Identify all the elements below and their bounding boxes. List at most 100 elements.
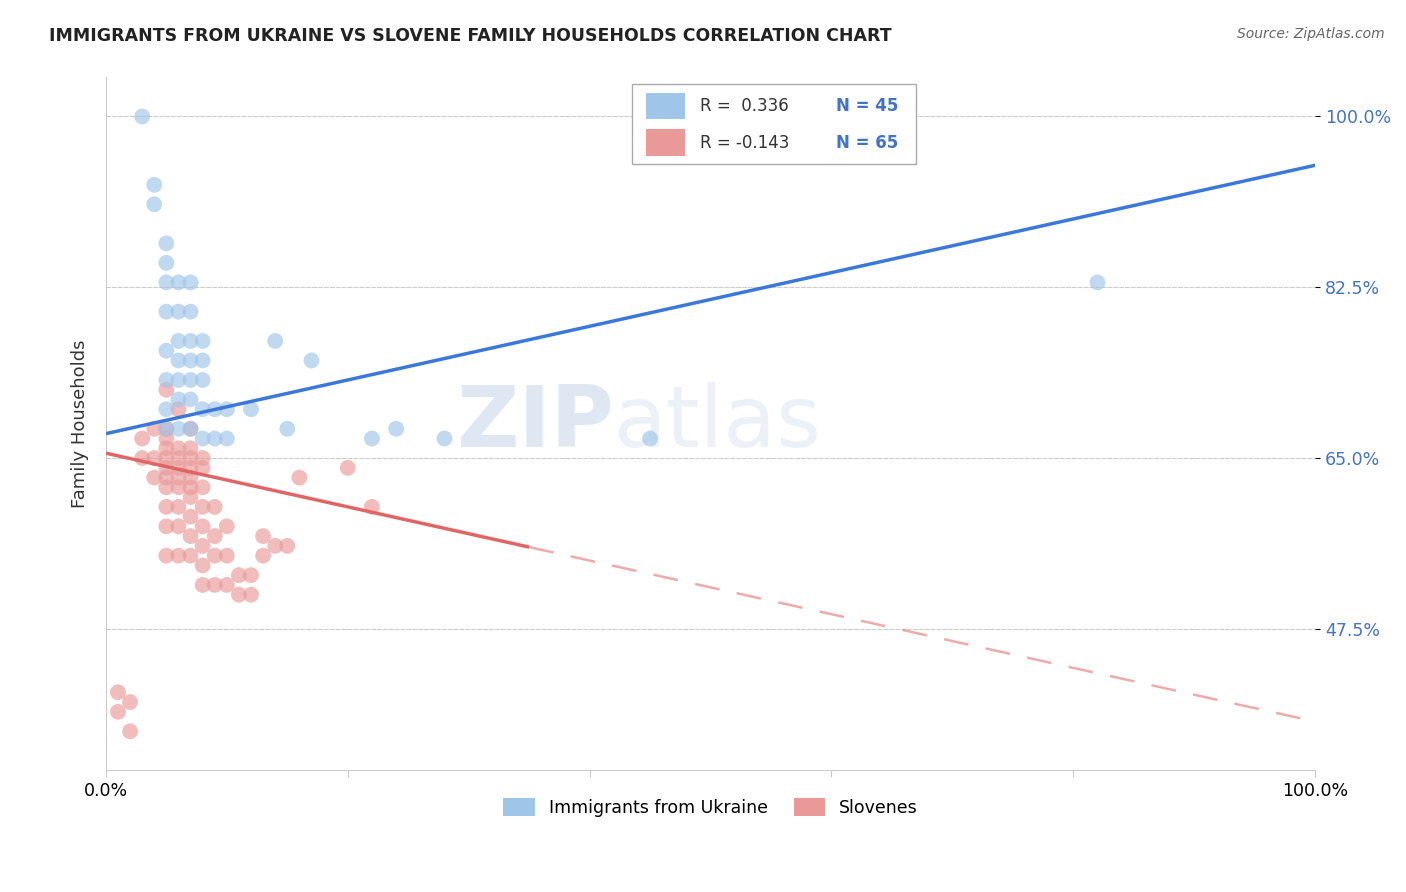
- Point: [131, 451, 153, 466]
- Point: [120, 695, 142, 709]
- Point: [180, 442, 202, 456]
- Point: [228, 588, 250, 602]
- Point: [143, 422, 166, 436]
- Point: [180, 276, 202, 290]
- Text: Source: ZipAtlas.com: Source: ZipAtlas.com: [1237, 27, 1385, 41]
- Point: [131, 110, 153, 124]
- Point: [191, 500, 214, 514]
- Point: [180, 373, 202, 387]
- Point: [191, 373, 214, 387]
- Point: [264, 334, 287, 348]
- Point: [155, 432, 177, 446]
- Point: [180, 460, 202, 475]
- Point: [155, 519, 177, 533]
- Point: [191, 519, 214, 533]
- Point: [180, 549, 202, 563]
- Point: [155, 460, 177, 475]
- Point: [204, 529, 226, 543]
- Text: IMMIGRANTS FROM UKRAINE VS SLOVENE FAMILY HOUSEHOLDS CORRELATION CHART: IMMIGRANTS FROM UKRAINE VS SLOVENE FAMIL…: [49, 27, 891, 45]
- Point: [155, 480, 177, 494]
- Point: [252, 529, 274, 543]
- Point: [180, 509, 202, 524]
- Point: [191, 353, 214, 368]
- Point: [180, 422, 202, 436]
- Point: [301, 353, 323, 368]
- Point: [155, 500, 177, 514]
- Point: [204, 432, 226, 446]
- Point: [191, 334, 214, 348]
- Point: [191, 432, 214, 446]
- Point: [180, 304, 202, 318]
- Point: [276, 539, 298, 553]
- Point: [180, 480, 202, 494]
- Point: [180, 529, 202, 543]
- Point: [167, 373, 190, 387]
- Point: [361, 432, 384, 446]
- Point: [107, 705, 129, 719]
- Point: [240, 402, 263, 417]
- Point: [361, 500, 384, 514]
- Point: [167, 549, 190, 563]
- Point: [240, 568, 263, 582]
- Point: [167, 451, 190, 466]
- Point: [240, 588, 263, 602]
- Point: [180, 451, 202, 466]
- Point: [167, 480, 190, 494]
- Point: [167, 460, 190, 475]
- Point: [180, 490, 202, 504]
- Point: [288, 470, 311, 484]
- Point: [638, 432, 661, 446]
- Point: [143, 470, 166, 484]
- Point: [204, 549, 226, 563]
- Point: [155, 256, 177, 270]
- Point: [433, 432, 456, 446]
- Point: [155, 451, 177, 466]
- Y-axis label: Family Households: Family Households: [72, 340, 89, 508]
- Point: [167, 500, 190, 514]
- Point: [204, 578, 226, 592]
- Point: [167, 353, 190, 368]
- Point: [167, 519, 190, 533]
- Point: [228, 568, 250, 582]
- Bar: [647, 93, 685, 119]
- Point: [215, 549, 238, 563]
- Bar: [647, 129, 685, 156]
- Point: [264, 539, 287, 553]
- Point: [252, 549, 274, 563]
- Text: R =  0.336: R = 0.336: [700, 97, 789, 115]
- Point: [107, 685, 129, 699]
- Point: [1087, 276, 1109, 290]
- Point: [155, 470, 177, 484]
- Point: [180, 470, 202, 484]
- Point: [155, 236, 177, 251]
- Point: [155, 343, 177, 358]
- Point: [155, 276, 177, 290]
- Point: [215, 578, 238, 592]
- Point: [167, 304, 190, 318]
- Text: ZIP: ZIP: [456, 383, 614, 466]
- Point: [143, 197, 166, 211]
- Point: [155, 402, 177, 417]
- Point: [276, 422, 298, 436]
- Point: [204, 500, 226, 514]
- Point: [155, 373, 177, 387]
- Point: [167, 392, 190, 407]
- Point: [180, 334, 202, 348]
- Legend: Immigrants from Ukraine, Slovenes: Immigrants from Ukraine, Slovenes: [496, 791, 925, 824]
- Point: [155, 422, 177, 436]
- Text: atlas: atlas: [614, 383, 821, 466]
- Point: [155, 304, 177, 318]
- Text: N = 45: N = 45: [835, 97, 898, 115]
- Point: [167, 470, 190, 484]
- Point: [167, 276, 190, 290]
- Point: [155, 549, 177, 563]
- Point: [143, 178, 166, 192]
- Point: [336, 460, 359, 475]
- Point: [191, 460, 214, 475]
- Point: [385, 422, 408, 436]
- Point: [180, 392, 202, 407]
- Point: [120, 724, 142, 739]
- Point: [191, 558, 214, 573]
- Point: [191, 480, 214, 494]
- Point: [215, 519, 238, 533]
